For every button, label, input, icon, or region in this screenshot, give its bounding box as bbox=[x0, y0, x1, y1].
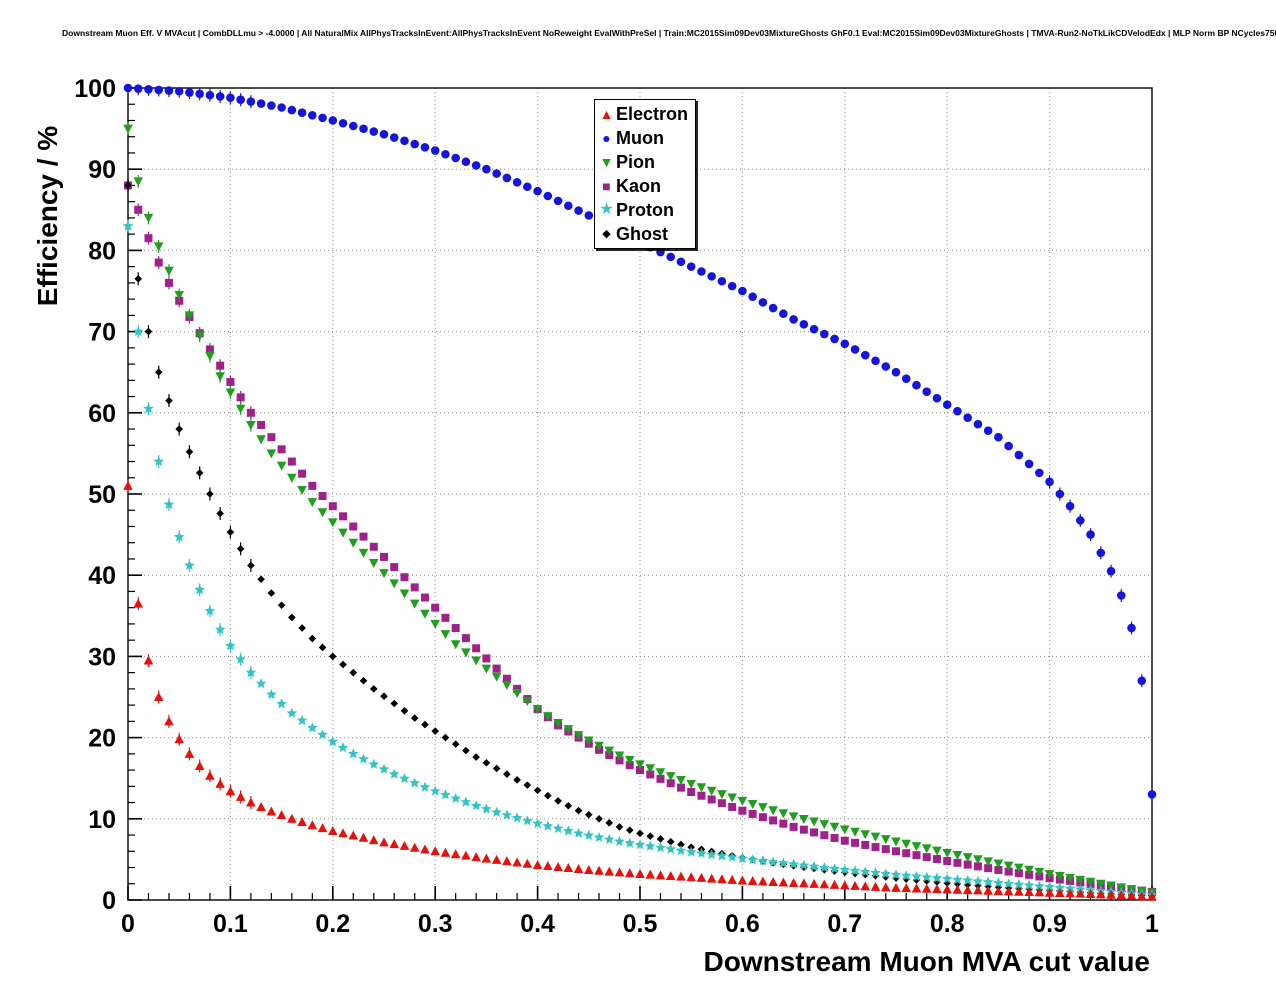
svg-text:0.6: 0.6 bbox=[725, 910, 760, 938]
svg-text:0: 0 bbox=[102, 887, 116, 915]
svg-text:1: 1 bbox=[1145, 910, 1159, 938]
electron-marker-icon: ▲ bbox=[599, 106, 614, 122]
y-axis-title: Efficiency / % bbox=[32, 125, 63, 307]
legend-label-proton: Proton bbox=[616, 199, 674, 220]
x-axis-title: Downstream Muon MVA cut value bbox=[703, 946, 1151, 977]
legend-label-kaon: Kaon bbox=[616, 175, 661, 196]
legend: ▲ Electron ● Muon ▼ Pion ■ Kaon ★ Proton… bbox=[594, 99, 696, 249]
svg-text:80: 80 bbox=[88, 237, 116, 265]
svg-text:50: 50 bbox=[88, 481, 116, 509]
plot-title: Downstream Muon Eff. V MVAcut | CombDLLm… bbox=[62, 28, 1276, 38]
muon-marker-icon: ● bbox=[602, 130, 611, 146]
legend-item-kaon: ■ Kaon bbox=[595, 174, 695, 198]
svg-text:0.2: 0.2 bbox=[315, 910, 350, 938]
svg-text:30: 30 bbox=[88, 643, 116, 671]
svg-text:0.5: 0.5 bbox=[623, 910, 658, 938]
svg-text:0.7: 0.7 bbox=[827, 910, 862, 938]
svg-text:100: 100 bbox=[74, 75, 116, 103]
svg-text:90: 90 bbox=[88, 156, 116, 184]
svg-text:0.4: 0.4 bbox=[520, 910, 555, 938]
proton-marker-icon: ★ bbox=[599, 201, 614, 218]
kaon-marker-icon: ■ bbox=[602, 178, 611, 194]
legend-item-muon: ● Muon bbox=[595, 126, 695, 150]
legend-label-ghost: Ghost bbox=[616, 223, 668, 244]
legend-item-proton: ★ Proton bbox=[595, 198, 695, 222]
svg-text:20: 20 bbox=[88, 725, 116, 753]
ghost-marker-icon: ◆ bbox=[602, 228, 611, 240]
pion-marker-icon: ▼ bbox=[599, 154, 614, 170]
legend-label-electron: Electron bbox=[616, 103, 689, 124]
legend-item-electron: ▲ Electron bbox=[595, 102, 695, 126]
svg-text:0: 0 bbox=[121, 910, 135, 938]
svg-text:0.9: 0.9 bbox=[1032, 910, 1067, 938]
svg-text:0.3: 0.3 bbox=[418, 910, 453, 938]
svg-text:10: 10 bbox=[88, 806, 116, 834]
legend-label-pion: Pion bbox=[616, 151, 655, 172]
legend-item-pion: ▼ Pion bbox=[595, 150, 695, 174]
legend-label-muon: Muon bbox=[616, 127, 664, 148]
svg-text:0.8: 0.8 bbox=[930, 910, 965, 938]
svg-text:0.1: 0.1 bbox=[213, 910, 248, 938]
svg-text:40: 40 bbox=[88, 562, 116, 590]
legend-item-ghost: ◆ Ghost bbox=[595, 222, 695, 246]
svg-text:60: 60 bbox=[88, 400, 116, 428]
svg-text:70: 70 bbox=[88, 319, 116, 347]
